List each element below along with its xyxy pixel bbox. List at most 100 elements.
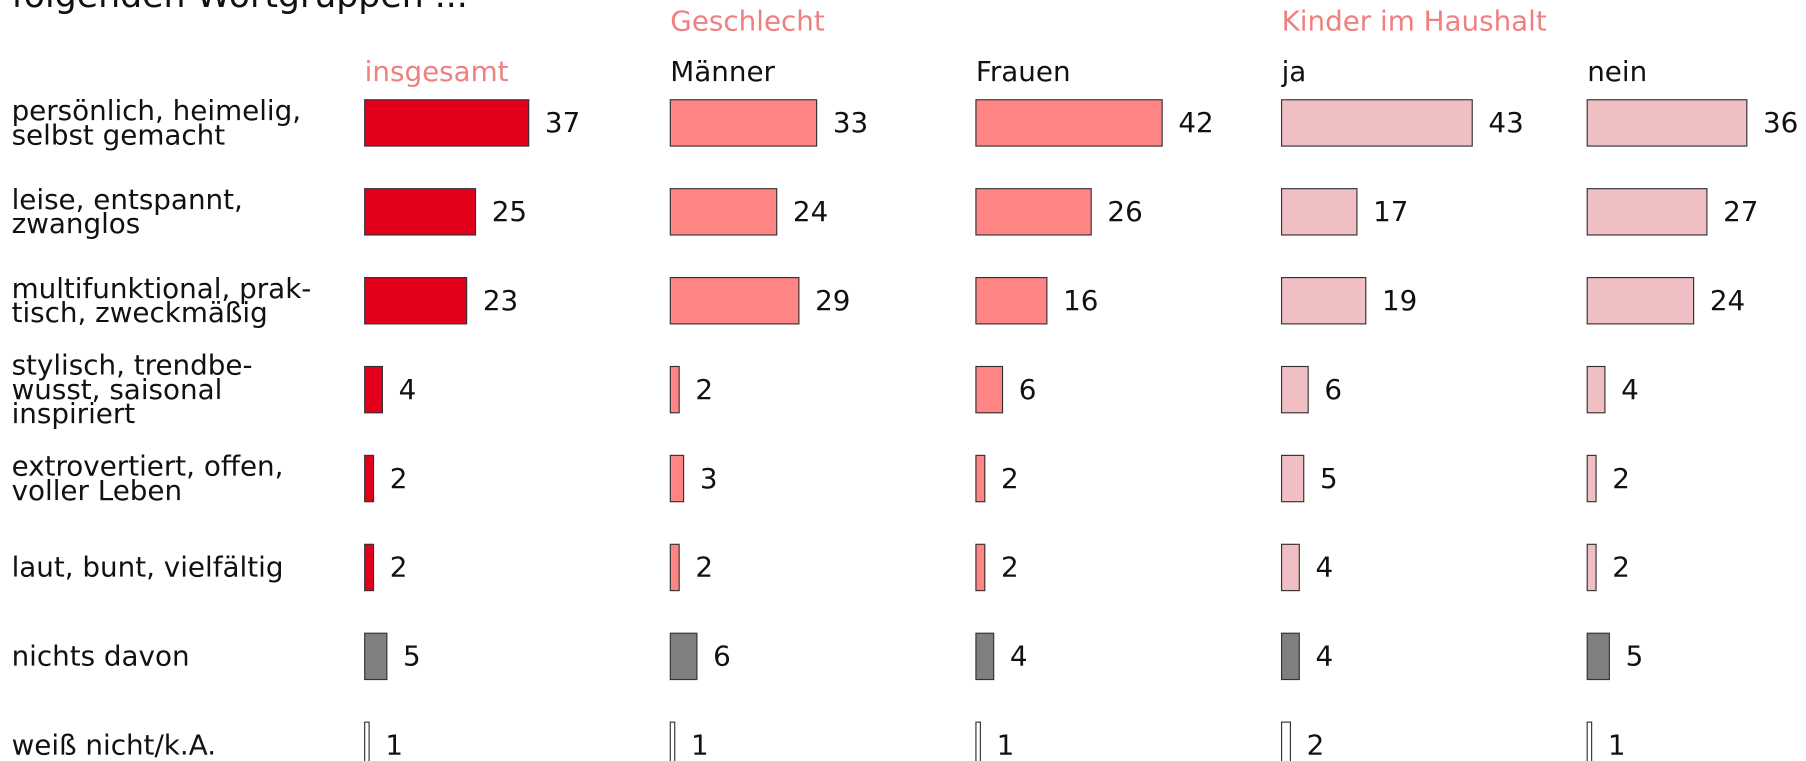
value-label: 42	[1178, 106, 1213, 139]
value-label: 5	[1320, 462, 1338, 495]
value-label: 2	[390, 551, 408, 584]
bar	[1280, 277, 1367, 325]
value-label: 2	[695, 373, 713, 406]
value-label: 19	[1382, 284, 1417, 317]
row-label: laut, bunt, vielfältig	[12, 551, 284, 584]
row-label-line: nichts davon	[12, 640, 190, 673]
value-label: 2	[1001, 551, 1019, 584]
bar	[1586, 188, 1708, 236]
row-label: weiß nicht/k.A.	[12, 729, 216, 761]
row-label: multifunktional, prak-tisch, zweckmäßig	[12, 272, 312, 329]
value-label: 6	[713, 640, 731, 673]
series-label: Männer	[670, 55, 775, 88]
value-label: 4	[1010, 640, 1028, 673]
bar	[364, 365, 383, 414]
bar	[669, 721, 676, 761]
value-label: 23	[483, 284, 518, 317]
bar	[1586, 99, 1748, 147]
value-label: 29	[815, 284, 850, 317]
value-label: 24	[1710, 284, 1745, 317]
row-label: persönlich, heimelig, selbst gemacht	[12, 94, 302, 151]
value-label: 24	[793, 195, 828, 228]
series-label: nein	[1587, 55, 1647, 88]
bar	[1586, 543, 1597, 592]
value-label: 6	[1324, 373, 1342, 406]
value-label: 2	[695, 551, 713, 584]
bar	[1586, 632, 1610, 681]
value-label: 6	[1019, 373, 1037, 406]
bar	[975, 543, 986, 592]
value-label: 1	[997, 729, 1015, 761]
bar	[1586, 277, 1695, 325]
chart-title: folgenden Wortgruppen ...	[12, 0, 468, 16]
bar	[1586, 454, 1597, 503]
bar	[975, 721, 981, 761]
bar	[975, 188, 1092, 236]
row-label: leise, entspannt, zwanglos	[12, 183, 243, 240]
bar	[975, 454, 986, 503]
value-label: 2	[1612, 551, 1630, 584]
bar	[975, 99, 1163, 147]
value-label: 4	[1316, 551, 1334, 584]
value-label: 5	[403, 640, 421, 673]
bar	[364, 188, 477, 236]
bar	[669, 365, 680, 414]
value-label: 36	[1763, 106, 1798, 139]
bar	[1280, 99, 1473, 147]
value-label: 26	[1107, 195, 1142, 228]
row-label-line: multifunktional, prak-	[12, 272, 312, 305]
value-label: 3	[700, 462, 718, 495]
row-label-line: stylisch, trendbe-	[12, 349, 253, 382]
bar	[1586, 365, 1606, 414]
bar	[364, 543, 375, 592]
row-label-line: weiß nicht/k.A.	[12, 729, 216, 761]
value-label: 2	[1612, 462, 1630, 495]
value-label: 16	[1063, 284, 1098, 317]
bar	[1280, 632, 1300, 681]
value-label: 1	[385, 729, 403, 761]
bar	[669, 188, 778, 236]
value-label: 27	[1723, 195, 1758, 228]
row-label-line: selbst gemacht	[12, 118, 226, 151]
bar	[1280, 543, 1300, 592]
bar	[364, 454, 375, 503]
value-label: 2	[390, 462, 408, 495]
value-label: 4	[399, 373, 417, 406]
row-label-line: tisch, zweckmäßig	[12, 296, 268, 329]
bar	[364, 99, 530, 147]
bar	[669, 99, 818, 147]
value-label: 25	[492, 195, 527, 228]
bar	[975, 277, 1048, 325]
value-label: 5	[1626, 640, 1644, 673]
value-label: 17	[1373, 195, 1408, 228]
bar	[975, 365, 1004, 414]
series-label: Frauen	[976, 55, 1071, 88]
value-label: 4	[1621, 373, 1639, 406]
row-label-line: zwanglos	[12, 207, 141, 240]
bar	[1586, 721, 1593, 761]
bar	[669, 277, 800, 325]
value-label: 33	[833, 106, 868, 139]
value-label: 2	[1307, 729, 1325, 761]
value-label: 1	[1608, 729, 1626, 761]
bar	[1280, 365, 1309, 414]
row-label-line: leise, entspannt,	[12, 183, 243, 216]
group-header: Geschlecht	[670, 4, 825, 37]
bar	[669, 632, 698, 681]
series-label: ja	[1281, 55, 1307, 88]
row-label-line: laut, bunt, vielfältig	[12, 551, 284, 584]
bar	[975, 632, 995, 681]
row-label-line: wusst, saisonal	[12, 373, 223, 406]
bar	[1280, 454, 1305, 503]
value-label: 1	[691, 729, 709, 761]
row-label-line: voller Leben	[12, 474, 183, 507]
row-label: stylisch, trendbe-wusst, saisonal inspiri…	[12, 349, 253, 431]
series-label: insgesamt	[365, 55, 509, 88]
bar	[364, 277, 468, 325]
value-label: 43	[1488, 106, 1523, 139]
bar	[364, 721, 370, 761]
bar	[669, 543, 680, 592]
row-label-line: persönlich, heimelig,	[12, 94, 302, 127]
row-label: nichts davon	[12, 640, 190, 673]
